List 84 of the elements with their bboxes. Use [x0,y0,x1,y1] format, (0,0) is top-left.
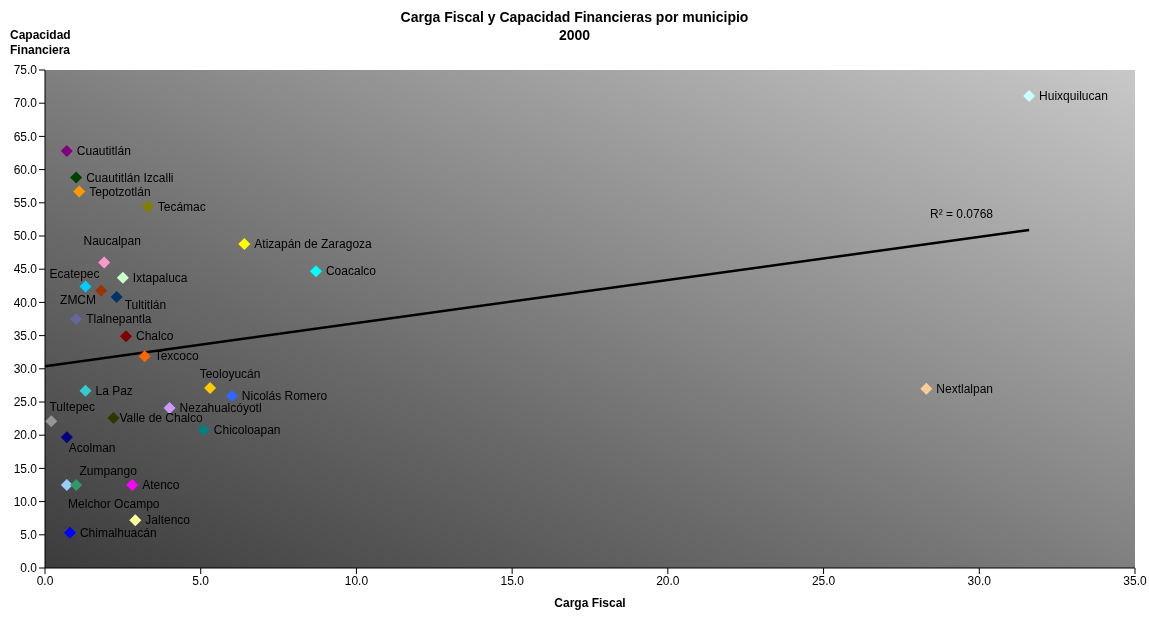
y-tick-label: 75.0 [13,63,38,78]
series-label: Huixquilucan [1039,88,1108,103]
x-axis-title: Carga Fiscal [553,596,627,610]
series-label: Acolman [68,441,116,456]
point [1023,89,1036,102]
series-label: Cuautitlán Izcalli [86,170,174,185]
series-label: Texcoco [154,349,199,364]
y-tick-label: 60.0 [13,162,38,177]
point [73,185,86,198]
point [60,145,73,158]
x-tick-label: 5.0 [192,573,210,588]
y-tick-label: 5.0 [20,528,38,543]
series-label: Tepotzotlán [89,184,151,199]
point [141,200,154,213]
series-label: ZMCM [60,293,97,308]
point [126,479,139,491]
point [238,237,251,250]
point [95,284,108,297]
series-label: Chimalhuacán [79,525,157,540]
series-label: Ixtapaluca [132,270,188,285]
series-label: Tecámac [157,199,206,214]
point [63,526,76,539]
point [163,401,176,414]
series-label: Cuautitlán [76,144,131,159]
x-tick-label: 20.0 [656,573,680,588]
y-tick-label: 20.0 [13,428,38,443]
point [70,313,83,325]
x-tick-label: 15.0 [500,573,525,588]
point [225,390,238,403]
y-tick-label: 10.0 [13,494,38,509]
y-tick-label: 40.0 [13,295,38,310]
point [45,415,58,428]
point [204,382,217,395]
series-label: Chicoloapan [213,422,281,437]
y-tick-label: 70.0 [13,96,38,111]
chart-title: Carga Fiscal y Capacidad Financieras por municipio [399,8,750,26]
series-label: La Paz [95,383,133,398]
series-label: Tlalnepantla [86,312,152,326]
point [60,431,73,444]
y-tick-label: 30.0 [13,362,38,377]
point [110,291,123,304]
series-label: Ecatepec [49,267,100,282]
y-tick-label: 25.0 [13,395,38,410]
chart-subtitle: 2000 [558,27,591,43]
y-tick-label: 35.0 [13,328,38,343]
series-label: Melchor Ocampo [68,497,160,511]
y-axis-title: Capacidad Financiera [10,28,72,58]
point [138,350,151,363]
point [309,265,322,278]
x-tick-label: 35.0 [1123,573,1147,588]
series-label: Teoloyucán [199,367,261,382]
point [119,330,132,343]
point [920,382,933,395]
y-tick-label: 50.0 [13,229,38,244]
point [129,514,142,527]
point [107,411,120,424]
series-label: Jaltenco [145,513,191,528]
point [116,271,129,284]
annotation: R² = 0.0768 [930,207,994,221]
series-label: Zumpango [79,464,138,478]
y-tick-label: 55.0 [13,196,38,211]
series-label: Coacalco [325,264,377,279]
point [98,256,111,269]
series-label: Tultepec [49,400,96,415]
series-label: Tultitlán [124,298,167,313]
point [70,171,83,184]
series-label: Atenco [142,478,180,492]
series-label: Nextlalpan [936,381,994,396]
x-tick-label: 10.0 [344,573,369,588]
series-label: Atizapán de Zaragoza [254,236,373,251]
x-tick-label: 25.0 [811,573,836,588]
series-label: Chalco [135,329,174,344]
point [60,479,73,491]
series-label: Naucalpan [83,233,141,248]
y-tick-label: 45.0 [13,262,38,277]
point [197,423,210,436]
x-tick-label: 0.0 [36,573,54,588]
x-tick-label: 30.0 [967,573,992,588]
point [79,280,92,293]
y-tick-label: 65.0 [13,129,38,144]
y-tick-label: 15.0 [13,461,38,476]
point [79,384,92,397]
y-tick-label: 0.0 [20,561,38,576]
point [70,479,83,491]
